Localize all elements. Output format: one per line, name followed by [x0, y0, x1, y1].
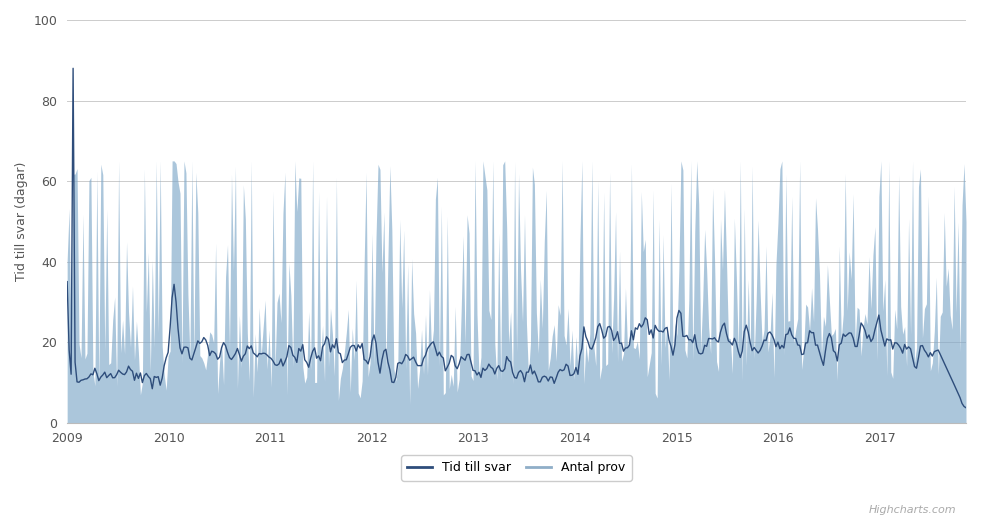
Legend: Tid till svar, Antal prov: Tid till svar, Antal prov	[401, 455, 632, 480]
Text: Highcharts.com: Highcharts.com	[869, 505, 956, 515]
Y-axis label: Tid till svar (dagar): Tid till svar (dagar)	[15, 162, 28, 281]
